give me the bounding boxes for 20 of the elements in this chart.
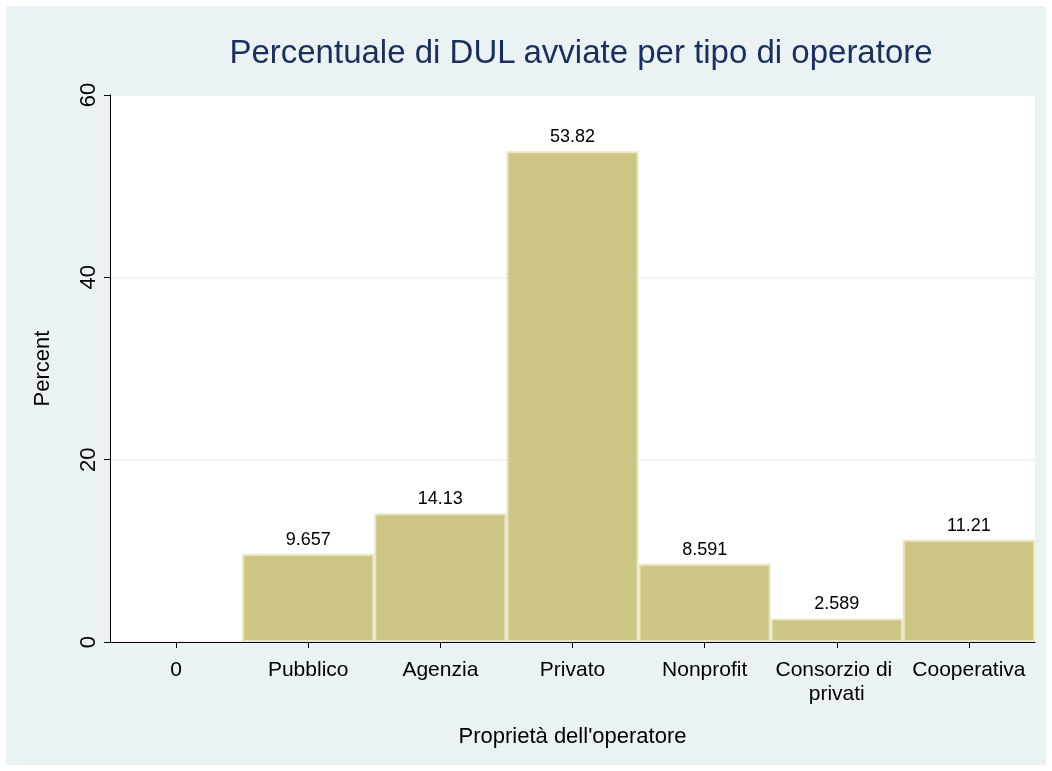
y-tick-label: 20 [74,447,100,472]
chart-title: Percentuale di DUL avviate per tipo di operatore [229,33,933,70]
x-tick-label: Nonprofit [662,656,748,680]
data-label: 2.589 [814,593,860,614]
data-label: 8.591 [682,538,728,559]
data-label: 14.13 [417,488,463,509]
y-tick-label: 0 [74,635,100,649]
data-label: 9.657 [285,528,331,549]
x-axis-title: Proprietà dell'operatore [458,722,687,748]
y-axis-title: Percent [28,330,54,407]
y-tick-label: 40 [74,265,100,290]
x-tick-label: Privato [539,656,606,680]
data-label: 53.82 [549,126,596,147]
x-tick-label: 0 [170,656,182,680]
data-label: 11.21 [947,514,991,535]
y-tick-label: 60 [74,82,100,108]
x-tick-label: Agenzia [402,656,479,680]
x-tick-label: Pubblico [267,656,349,680]
x-tick-label: Cooperativa [912,656,1026,680]
x-tick-label: Consorzio di privati [775,656,899,704]
